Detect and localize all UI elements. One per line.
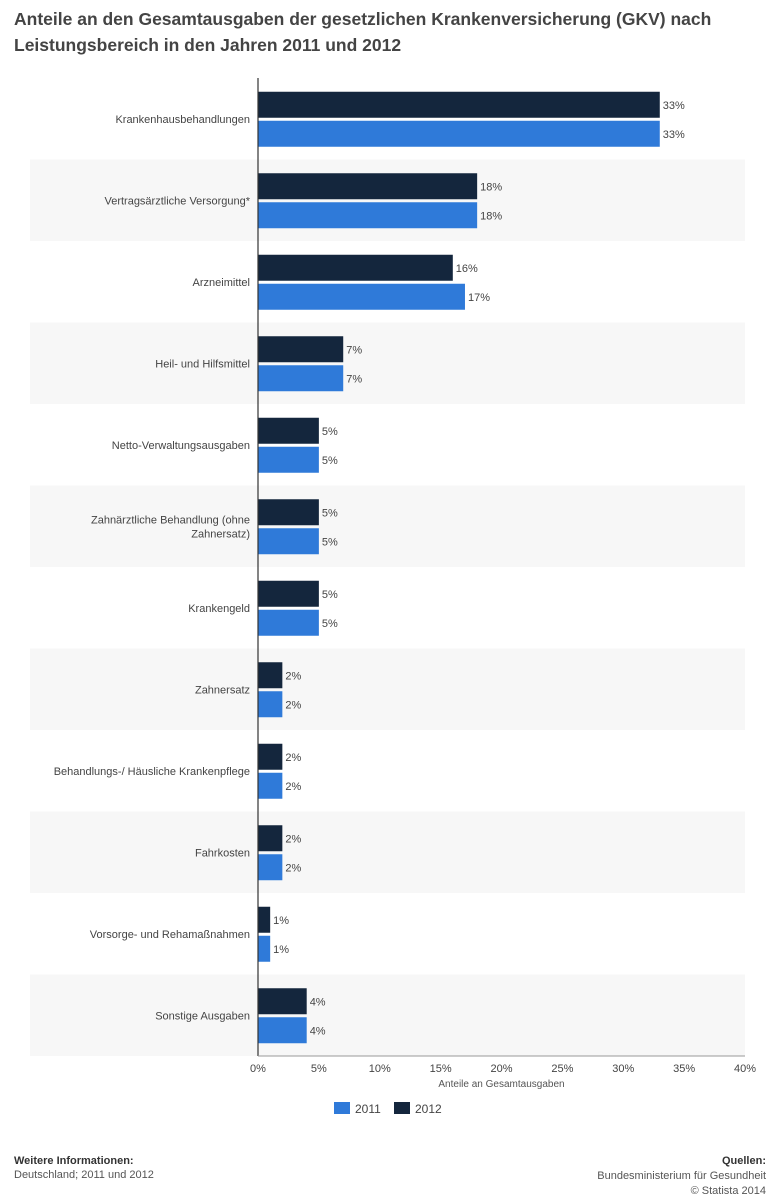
- value-label-2012-1: 18%: [480, 181, 502, 193]
- footer-source-text: Bundesministerium für Gesundheit: [597, 1170, 766, 1182]
- category-label-11: Sonstige Ausgaben: [155, 1010, 250, 1022]
- bar-2012-7: [258, 662, 283, 689]
- category-label-6: Krankengeld: [188, 603, 250, 615]
- bar-2012-10: [258, 906, 271, 933]
- value-label-2011-9: 2%: [285, 862, 301, 874]
- category-label-0: Krankenhausbehandlungen: [115, 114, 250, 126]
- bar-2011-1: [258, 202, 478, 229]
- category-label-2: Arzneimittel: [193, 277, 250, 289]
- bar-2011-4: [258, 446, 319, 473]
- band-9: [30, 811, 745, 893]
- band-11: [30, 974, 745, 1056]
- value-label-2012-4: 5%: [322, 426, 338, 438]
- legend-swatch-2011: [334, 1102, 350, 1114]
- value-label-2011-0: 33%: [663, 129, 685, 141]
- bar-2012-2: [258, 254, 453, 281]
- footer-sources-heading: Quellen:: [721, 1155, 766, 1167]
- bar-2012-4: [258, 417, 319, 444]
- x-tick-label-0: 0%: [250, 1063, 266, 1075]
- value-label-2011-7: 2%: [285, 699, 301, 711]
- footer-copyright: © Statista 2014: [690, 1185, 766, 1197]
- value-label-2012-11: 4%: [310, 996, 326, 1008]
- value-label-2012-2: 16%: [456, 263, 478, 275]
- bar-2011-6: [258, 609, 319, 636]
- category-label-1: Vertragsärztliche Versorgung*: [104, 195, 250, 207]
- value-label-2011-4: 5%: [322, 455, 338, 467]
- category-label-3: Heil- und Hilfsmittel: [155, 358, 250, 370]
- footer-info-heading: Weitere Informationen:: [14, 1155, 134, 1167]
- footer-sources: Quellen: Bundesministerium für Gesundhei…: [597, 1154, 766, 1199]
- chart-title: Anteile an den Gesamtausgaben der gesetz…: [14, 9, 712, 55]
- value-label-2011-6: 5%: [322, 618, 338, 630]
- legend-item-2011[interactable]: 2011: [334, 1102, 381, 1116]
- value-label-2012-5: 5%: [322, 507, 338, 519]
- value-label-2011-8: 2%: [285, 781, 301, 793]
- x-tick-label-5: 5%: [311, 1063, 327, 1075]
- footer-info: Weitere Informationen: Deutschland; 2011…: [14, 1154, 154, 1182]
- band-5: [30, 485, 745, 567]
- bar-2011-7: [258, 691, 283, 718]
- bar-2012-3: [258, 336, 344, 363]
- bar-2011-9: [258, 854, 283, 881]
- value-label-2011-5: 5%: [322, 536, 338, 548]
- bar-2012-11: [258, 988, 307, 1015]
- band-7: [30, 648, 745, 730]
- bar-2011-0: [258, 120, 660, 147]
- bar-2011-5: [258, 528, 319, 555]
- category-label-5-line1: Zahnersatz): [191, 528, 250, 540]
- bar-2012-1: [258, 173, 478, 200]
- value-label-2011-10: 1%: [273, 944, 289, 956]
- x-tick-label-25: 25%: [551, 1063, 573, 1075]
- value-label-2012-6: 5%: [322, 589, 338, 601]
- value-label-2011-3: 7%: [346, 373, 362, 385]
- legend-label-2011: 2011: [355, 1102, 381, 1116]
- bar-2011-3: [258, 365, 344, 392]
- x-tick-label-30: 30%: [612, 1063, 634, 1075]
- bar-2011-10: [258, 935, 271, 962]
- bar-2012-9: [258, 825, 283, 852]
- legend-item-2012[interactable]: 2012: [394, 1102, 442, 1116]
- x-tick-label-35: 35%: [673, 1063, 695, 1075]
- bar-2011-8: [258, 772, 283, 799]
- x-tick-label-15: 15%: [430, 1063, 452, 1075]
- value-label-2011-11: 4%: [310, 1025, 326, 1037]
- legend-label-2012: 2012: [415, 1102, 442, 1116]
- bar-2012-5: [258, 499, 319, 526]
- legend-swatch-2012: [394, 1102, 410, 1114]
- category-label-10: Vorsorge- und Rehamaßnahmen: [90, 929, 250, 941]
- band-3: [30, 322, 745, 404]
- bar-2011-11: [258, 1017, 307, 1044]
- category-label-5-line0: Zahnärztliche Behandlung (ohne: [91, 514, 250, 526]
- value-label-2012-9: 2%: [285, 833, 301, 845]
- bar-2011-2: [258, 283, 465, 310]
- bar-2012-8: [258, 743, 283, 770]
- value-label-2012-10: 1%: [273, 915, 289, 927]
- value-label-2011-1: 18%: [480, 210, 502, 222]
- value-label-2012-8: 2%: [285, 752, 301, 764]
- category-label-7: Zahnersatz: [195, 684, 250, 696]
- category-label-8: Behandlungs-/ Häusliche Krankenpflege: [54, 766, 250, 778]
- category-label-4: Netto-Verwaltungsausgaben: [112, 440, 250, 452]
- footer-info-text: Deutschland; 2011 und 2012: [14, 1169, 154, 1181]
- category-label-9: Fahrkosten: [195, 847, 250, 859]
- value-label-2011-2: 17%: [468, 292, 490, 304]
- x-tick-label-40: 40%: [734, 1063, 756, 1075]
- value-label-2012-7: 2%: [285, 670, 301, 682]
- x-tick-label-20: 20%: [490, 1063, 512, 1075]
- bar-2012-6: [258, 580, 319, 607]
- value-label-2012-0: 33%: [663, 100, 685, 112]
- bar-2012-0: [258, 91, 660, 118]
- x-axis-title: Anteile an Gesamtausgaben: [438, 1079, 564, 1090]
- x-tick-label-10: 10%: [369, 1063, 391, 1075]
- value-label-2012-3: 7%: [346, 344, 362, 356]
